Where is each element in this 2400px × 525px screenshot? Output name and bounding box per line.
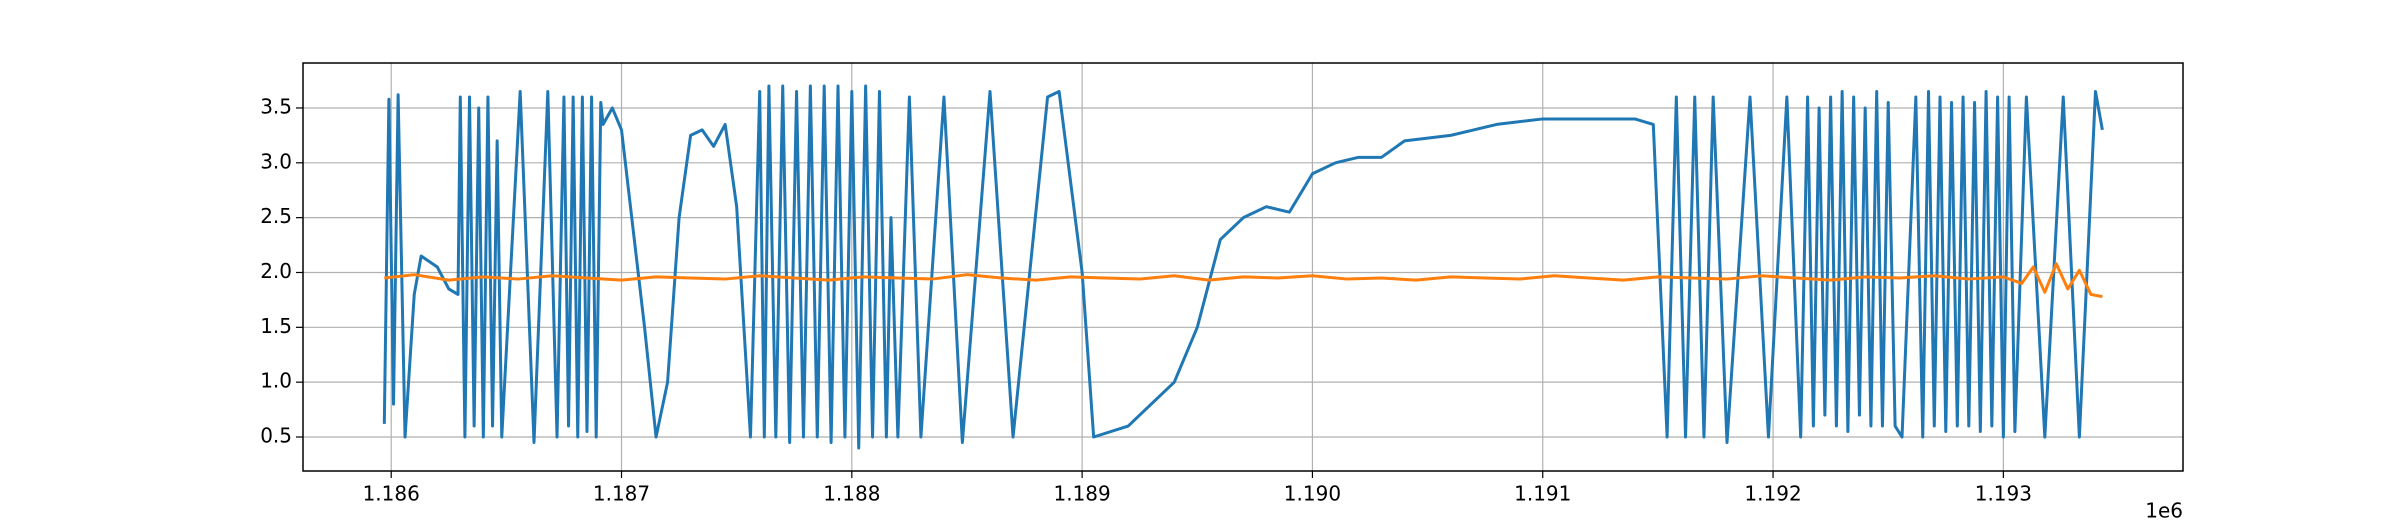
ticks: 1.186 1.187 1.188 1.189 1.190 1.191 1.192 1.193…	[260, 94, 2032, 505]
y-tick-label: 3.0	[260, 149, 292, 173]
plot-area	[382, 84, 2104, 450]
x-tick-label: 1.186	[363, 482, 420, 506]
x-tick-label: 1.192	[1744, 482, 1801, 506]
x-tick-label: 1.187	[593, 482, 650, 506]
axes-frame	[302, 62, 2184, 472]
series-line	[382, 84, 2104, 450]
x-tick-label: 1.189	[1053, 482, 1110, 506]
x-tick-label: 1.190	[1284, 482, 1341, 506]
y-tick-label: 1.0	[260, 369, 292, 393]
y-tick-label: 2.0	[260, 259, 292, 283]
x-tick-label: 1.191	[1514, 482, 1571, 506]
y-tick-label: 3.5	[260, 94, 292, 118]
x-tick-label: 1.188	[823, 482, 880, 506]
y-tick-label: 0.5	[260, 424, 292, 448]
series-line	[384, 262, 2103, 299]
y-tick-label: 2.5	[260, 204, 292, 228]
y-tick-label: 1.5	[260, 314, 292, 338]
offset-text: 1e6	[2145, 499, 2183, 523]
x-tick-label: 1.193	[1975, 482, 2032, 506]
